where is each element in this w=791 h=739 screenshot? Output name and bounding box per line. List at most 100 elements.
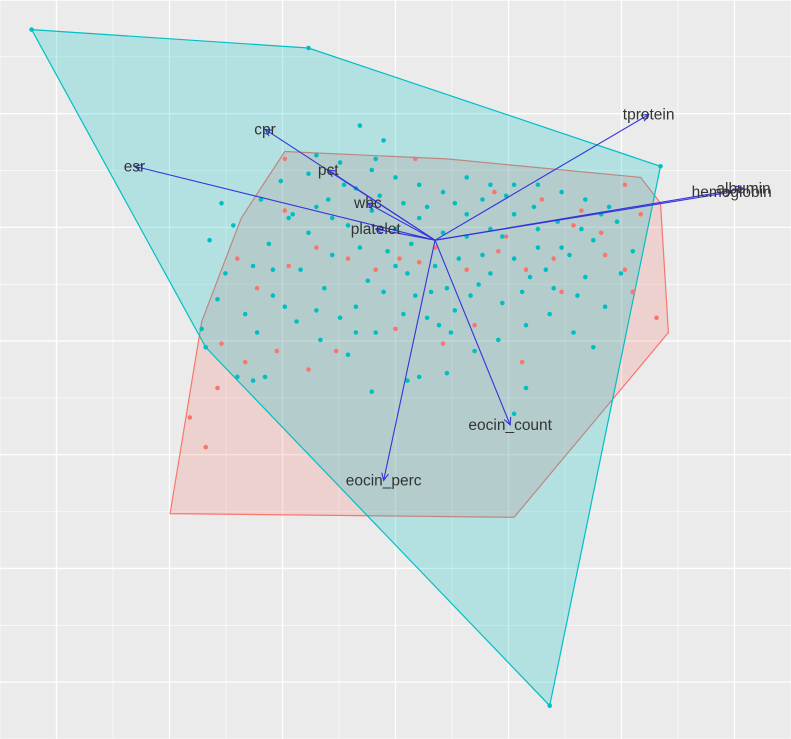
teal-point (456, 256, 462, 261)
label-pct: pct (318, 162, 339, 179)
teal-point (345, 223, 351, 228)
teal-point (551, 285, 556, 291)
teal-point (444, 285, 450, 291)
arrowhead-esr (133, 164, 143, 172)
teal-point (223, 271, 228, 276)
arrowhead-pct (327, 169, 337, 178)
red-point (472, 322, 477, 328)
arrowhead-albumin (735, 185, 745, 194)
teal-point (286, 215, 292, 221)
teal-point (401, 311, 406, 317)
teal-point (535, 245, 541, 250)
teal-point (258, 197, 264, 202)
teal-point (630, 249, 636, 254)
arrowhead-cpr (263, 128, 273, 137)
label-wbc: wbc (353, 195, 382, 212)
teal-point (602, 304, 608, 310)
teal-point (365, 278, 371, 284)
teal-point (266, 241, 272, 247)
arrow-esr (134, 165, 436, 241)
teal-point (567, 252, 572, 258)
red-point (333, 348, 339, 354)
teal-point (337, 315, 343, 321)
teal-point (452, 200, 458, 206)
label-platelet: platelet (351, 221, 402, 238)
teal-point (393, 263, 398, 269)
teal-point (618, 271, 624, 276)
teal-point (235, 374, 240, 380)
teal-point (373, 156, 379, 162)
label-esr: esr (124, 158, 146, 175)
teal-point (500, 234, 505, 239)
red-point (598, 230, 604, 236)
teal-point (583, 274, 588, 280)
teal-point (658, 164, 663, 169)
red-point (622, 267, 628, 273)
teal-point (381, 289, 386, 295)
teal-point (488, 182, 493, 188)
arrowhead-tprotein (640, 113, 650, 122)
teal-point (579, 226, 584, 232)
teal-point (306, 171, 311, 176)
red-point (314, 245, 319, 250)
teal-point (464, 212, 470, 217)
teal-point (314, 204, 319, 210)
arrow-tprotein (434, 114, 649, 241)
teal-point (250, 378, 256, 383)
red-point (523, 267, 529, 273)
teal-point (405, 378, 410, 383)
teal-point (341, 182, 347, 188)
teal-point (357, 123, 363, 128)
teal-point (270, 293, 276, 298)
teal-point (547, 311, 552, 317)
teal-point (440, 230, 446, 236)
teal-point (444, 370, 450, 376)
red-point (464, 267, 470, 273)
teal-point (472, 348, 477, 354)
teal-point (571, 330, 576, 335)
teal-point (476, 282, 481, 287)
teal-point (559, 189, 564, 195)
teal-point (357, 245, 363, 250)
teal-point (424, 315, 430, 321)
red-point (602, 252, 608, 258)
teal-point (322, 285, 327, 291)
arrow-wbc (367, 202, 436, 241)
red-point (215, 385, 220, 391)
red-point (345, 256, 351, 261)
red-point (219, 341, 224, 346)
red-point (242, 359, 248, 365)
teal-point (591, 237, 596, 243)
red-point (306, 367, 311, 372)
teal-point (329, 215, 335, 221)
teal-point (290, 212, 296, 217)
red-point (282, 208, 288, 213)
teal-point (436, 322, 442, 328)
teal-point (353, 304, 359, 310)
teal-point (432, 263, 438, 269)
red-hull (169, 150, 670, 518)
teal-point (373, 330, 379, 335)
red-point (630, 289, 636, 295)
teal-point (511, 256, 517, 261)
teal-point (369, 167, 375, 173)
teal-point (377, 193, 383, 199)
label-hemoglobin: hemoglobin (692, 184, 772, 201)
teal-point (416, 215, 422, 221)
red-point (539, 197, 545, 202)
label-eocin_count: eocin_count (468, 417, 552, 434)
red-point (187, 415, 193, 420)
red-point (413, 156, 418, 162)
teal-point (591, 345, 596, 350)
teal-point (329, 252, 335, 258)
red-point (440, 341, 446, 346)
teal-point (413, 293, 418, 298)
teal-point (511, 411, 517, 417)
teal-point (511, 182, 517, 188)
teal-point (416, 374, 422, 380)
label-tprotein: tprotein (623, 107, 675, 124)
data-points (29, 27, 663, 708)
teal-point (262, 374, 268, 380)
